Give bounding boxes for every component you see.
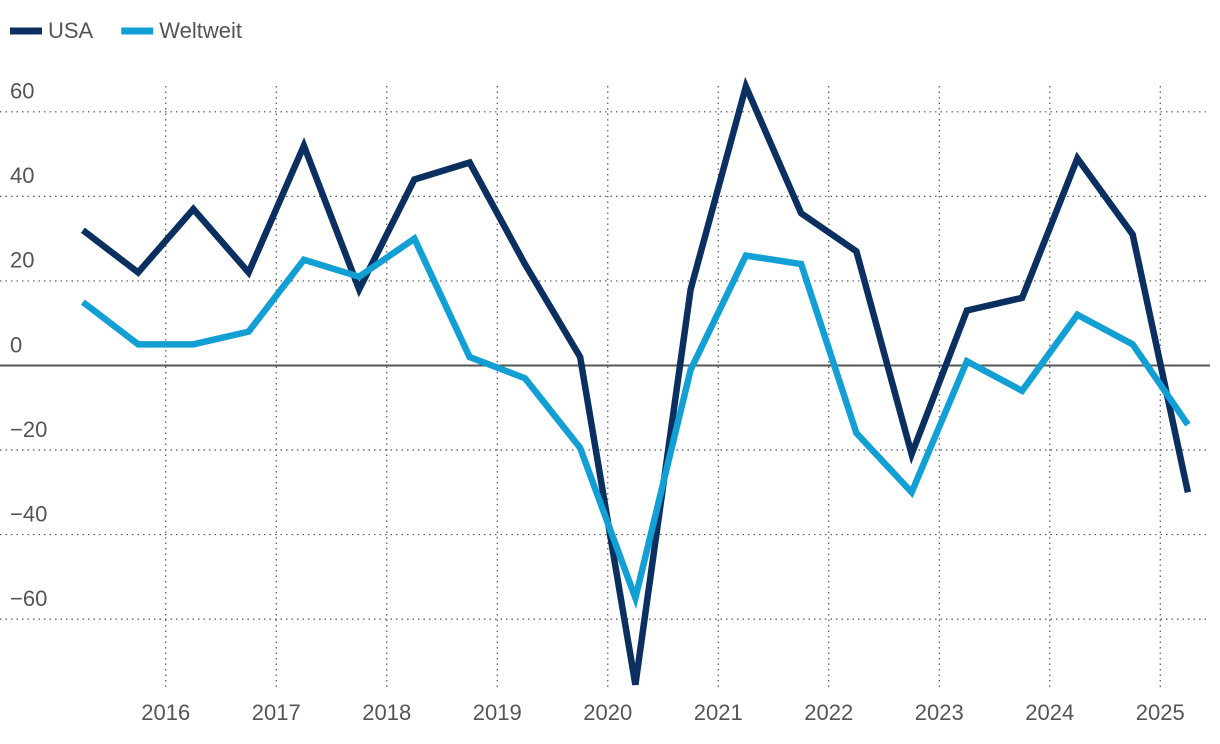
x-tick-label: 2018 xyxy=(362,700,411,725)
y-tick-label: 40 xyxy=(10,163,34,188)
y-tick-label: −60 xyxy=(10,586,47,611)
y-tick-label: 0 xyxy=(10,332,22,357)
y-tick-label: −40 xyxy=(10,501,47,526)
x-tick-label: 2023 xyxy=(915,700,964,725)
x-tick-label: 2021 xyxy=(694,700,743,725)
x-tick-label: 2020 xyxy=(583,700,632,725)
y-tick-label: 60 xyxy=(10,79,34,104)
x-tick-label: 2019 xyxy=(473,700,522,725)
x-tick-label: 2016 xyxy=(141,700,190,725)
x-tick-label: 2022 xyxy=(804,700,853,725)
line-series xyxy=(80,76,1192,686)
x-tick-label: 2025 xyxy=(1136,700,1185,725)
legend-label: Weltweit xyxy=(159,18,242,43)
x-tick-label: 2017 xyxy=(252,700,301,725)
y-tick-label: 20 xyxy=(10,248,34,273)
y-tick-label: −20 xyxy=(10,417,47,442)
x-tick-label: 2024 xyxy=(1025,700,1074,725)
line-series xyxy=(80,233,1191,610)
legend-label: USA xyxy=(48,18,94,43)
